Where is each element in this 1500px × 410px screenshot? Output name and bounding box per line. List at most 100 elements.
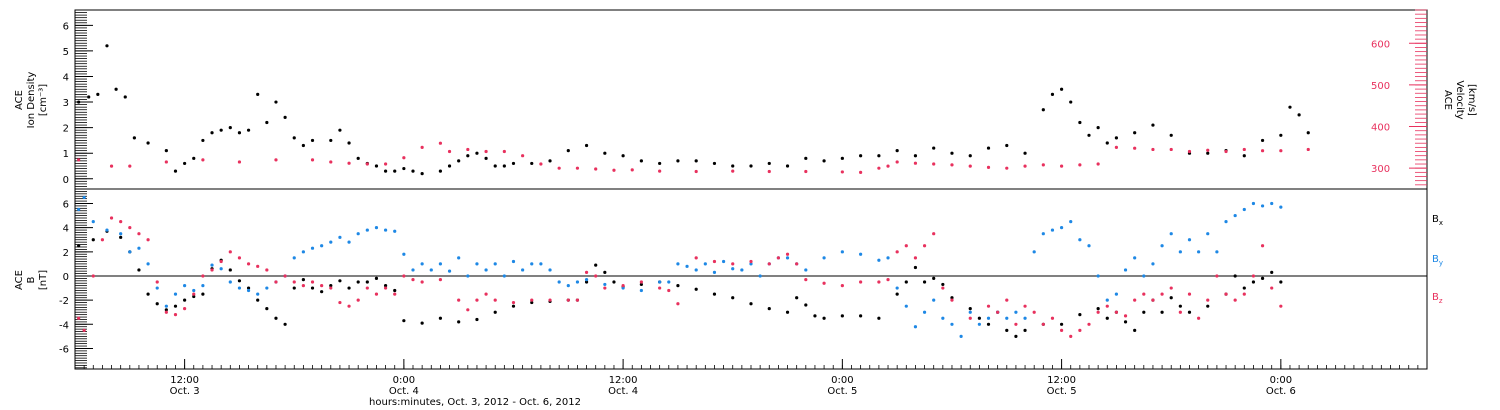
data-point [731,169,735,173]
data-point [639,288,643,293]
legend-By: By [1432,254,1443,267]
data-point [320,244,324,248]
data-point [603,151,607,155]
density-axis-label: [cm⁻³] [38,84,49,116]
data-point [1087,322,1091,326]
data-point [767,169,771,174]
data-point [77,158,81,162]
data-point [1215,274,1219,278]
data-point [183,161,187,166]
data-point [877,154,881,158]
data-point [356,280,360,284]
data-point [1151,262,1155,266]
data-point [1160,292,1164,296]
Bx-series [77,229,1283,338]
data-point [192,288,196,293]
data-point [228,250,232,254]
data-point [105,44,109,48]
data-point [731,267,735,271]
data-point [886,256,890,260]
data-point [347,161,351,165]
data-point [383,228,388,232]
data-point [347,304,351,308]
data-point [968,316,972,320]
data-point [749,164,753,168]
data-point [329,240,333,244]
data-point [128,250,132,254]
b-tick-label: -6 [59,344,69,355]
data-point [1114,136,1119,140]
data-point [1169,133,1173,137]
data-point [310,286,315,290]
data-point [173,304,178,308]
data-point [1023,328,1027,332]
data-point [959,334,963,338]
velocity-axis-label: ACE [1442,90,1453,110]
x-tick-day: Oct. 6 [1266,386,1296,397]
data-point [676,284,680,288]
data-point [1023,164,1027,168]
data-point [146,238,150,242]
data-point [694,268,698,272]
data-point [310,158,315,162]
data-point [676,159,680,163]
data-point [347,141,351,145]
data-point [932,298,936,302]
data-point [703,262,707,266]
data-point [274,100,278,104]
data-point [1224,149,1228,154]
data-point [219,267,223,271]
data-point [603,282,607,287]
data-point [639,159,643,163]
data-point [932,232,936,236]
data-point [201,158,205,162]
data-point [210,263,214,267]
data-point [137,232,141,236]
data-point [1142,292,1146,296]
data-point [1041,163,1045,167]
data-point [329,160,333,164]
data-point [256,298,260,302]
data-point [895,149,899,153]
data-point [1251,280,1256,284]
data-point [530,300,534,305]
data-point [265,306,269,311]
data-point [356,298,360,302]
legend-Bx: Bx [1432,214,1443,227]
data-point [1242,286,1246,290]
data-point [922,244,927,248]
data-point [1050,92,1055,96]
data-point [785,256,790,260]
data-point [429,268,433,272]
data-point [109,216,114,220]
data-point [256,292,260,296]
data-point [621,284,625,288]
data-point [210,268,214,272]
density-tick-label: 1 [63,149,69,160]
data-point [986,322,991,326]
data-point [694,287,698,291]
data-point [1069,220,1073,224]
data-point [411,278,415,282]
data-point [329,284,333,288]
data-point [484,149,488,154]
data-point [1005,143,1009,148]
data-point [347,240,351,244]
data-point [1050,228,1055,232]
x-tick-time: 0:00 [831,375,853,386]
data-point [1233,213,1237,218]
data-point [1105,316,1109,320]
data-point [1242,154,1246,158]
b-axis-label: B [26,276,37,283]
data-point [521,268,525,272]
data-point [502,274,506,278]
data-point [466,147,470,152]
data-point [840,170,844,174]
data-point [840,156,844,160]
data-point [201,138,205,143]
data-point [511,304,516,308]
density-tick-label: 5 [63,47,69,58]
data-point [237,160,242,164]
data-point [246,128,251,132]
data-point [859,252,863,256]
